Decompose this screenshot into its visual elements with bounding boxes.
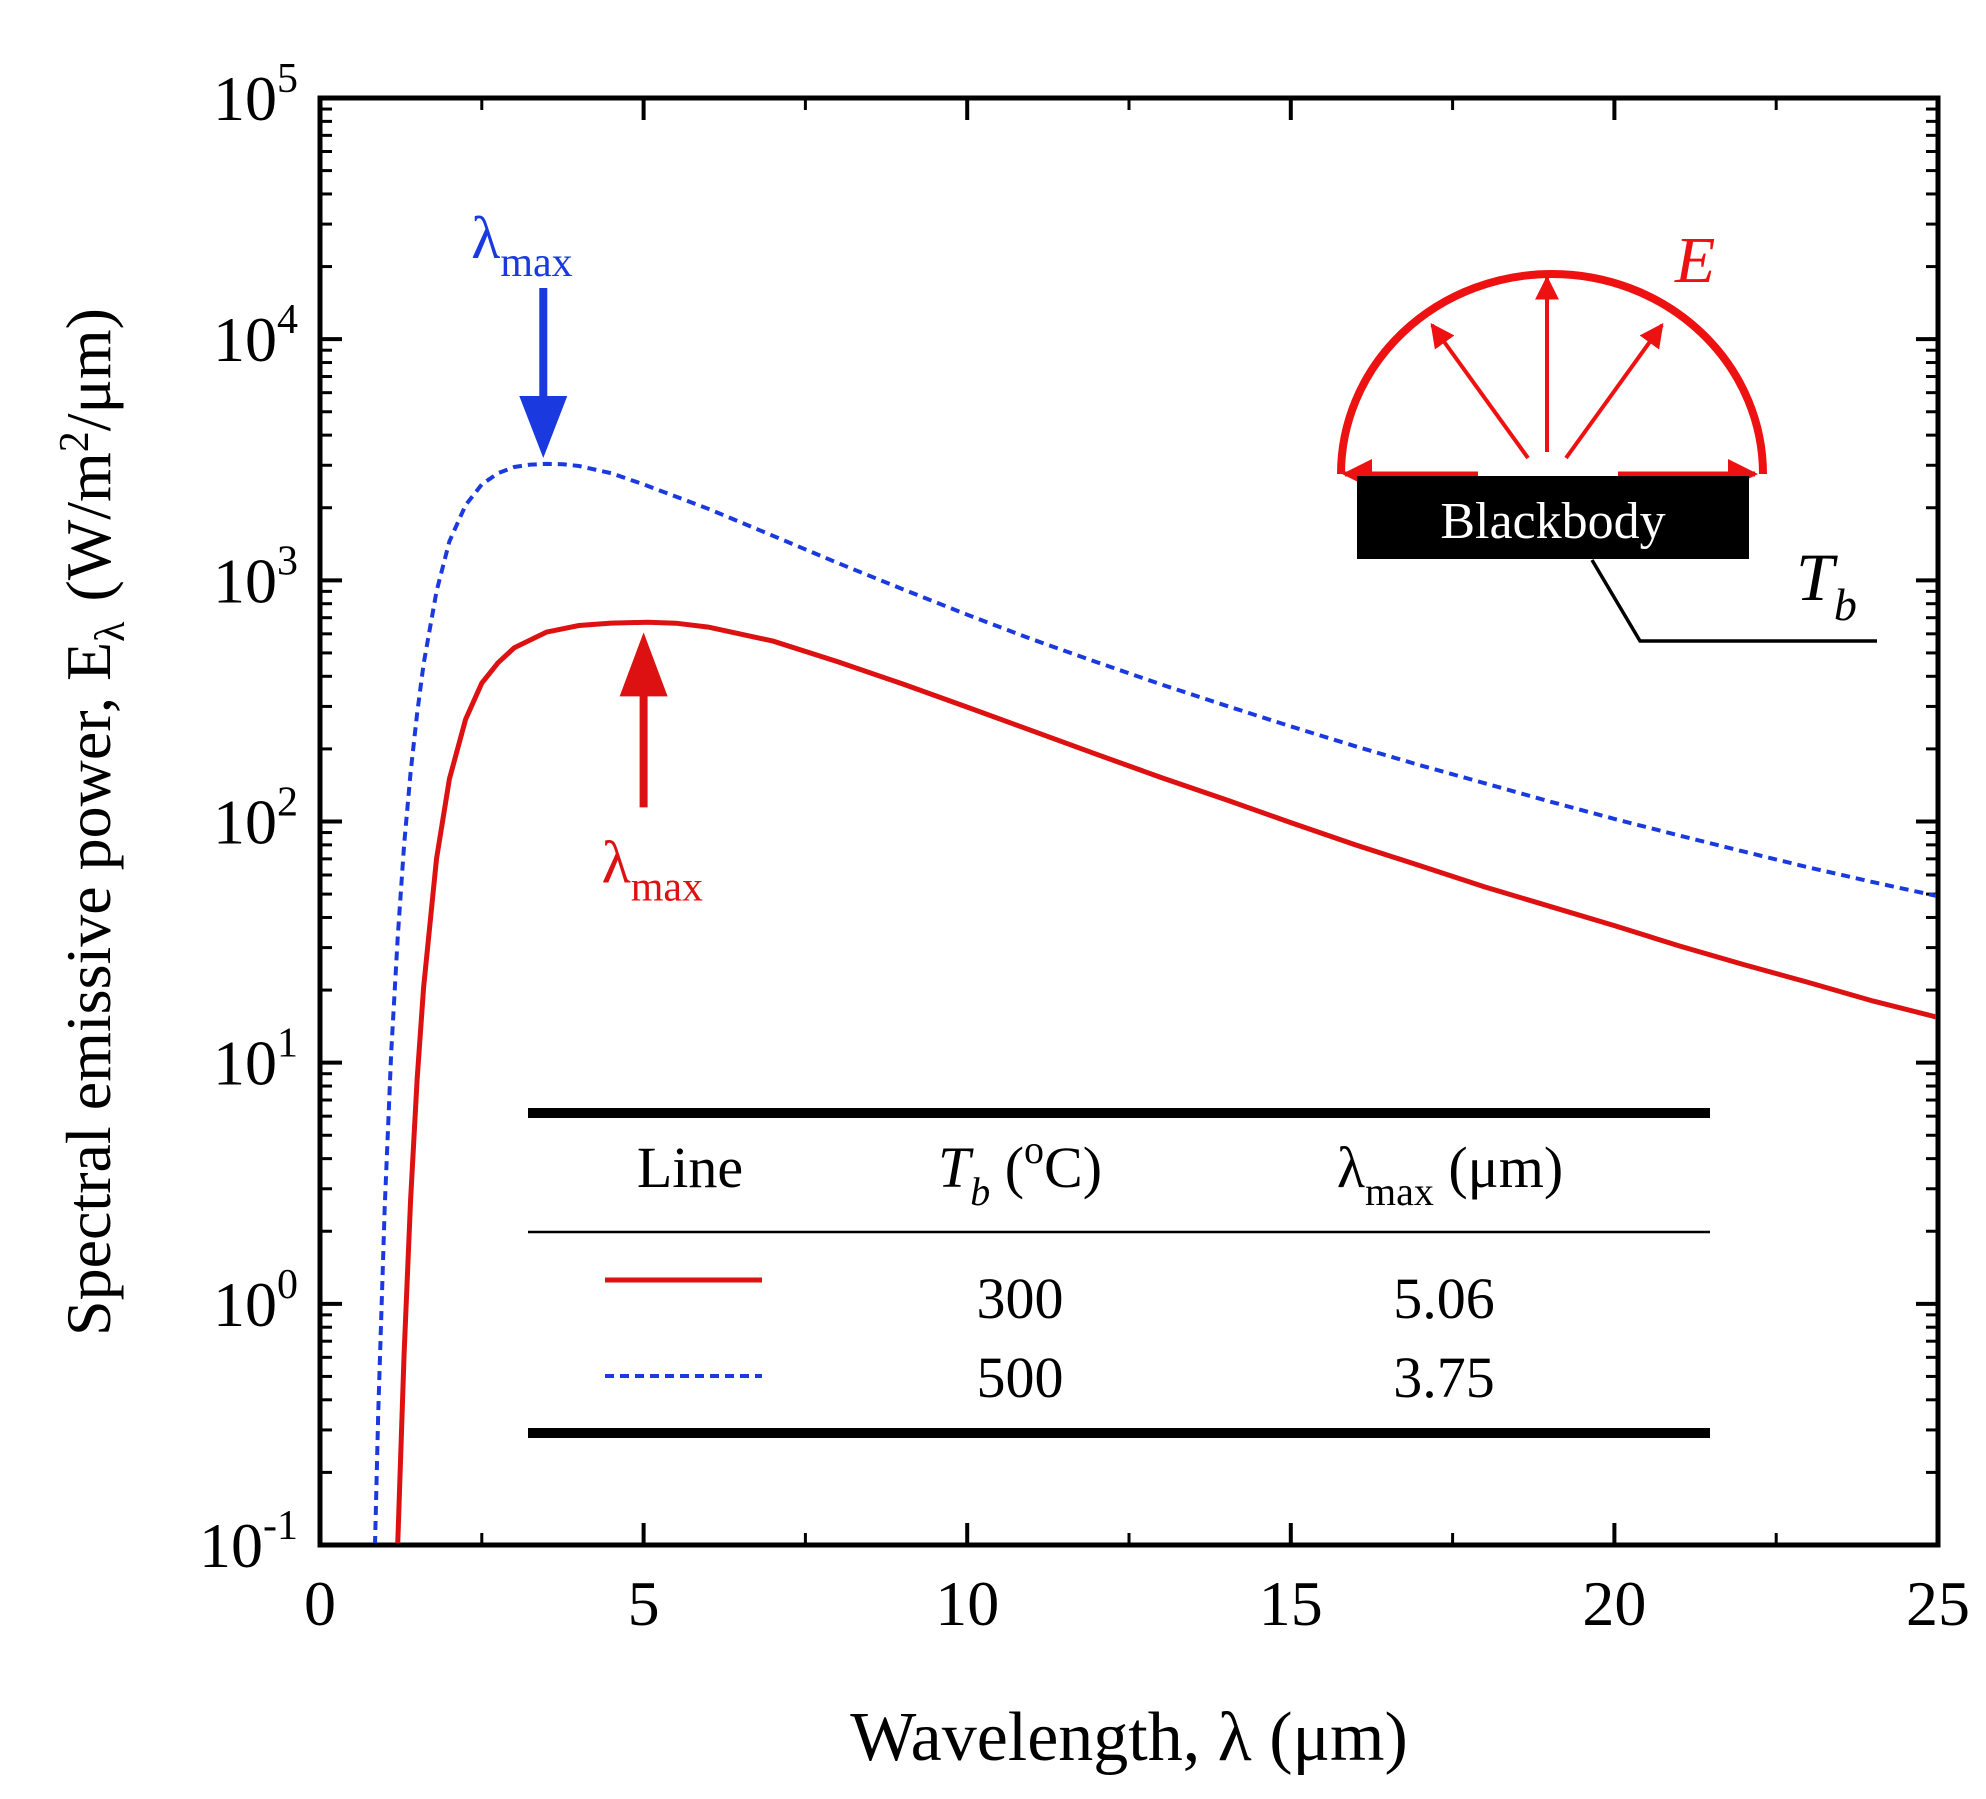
lambda-max-arrowhead-300 (619, 632, 668, 697)
legend-table: Line Tb (oC) λmax (μm) 300 5.06 500 3.75 (528, 1108, 1710, 1438)
y-tick-label: 10-1 (199, 1503, 298, 1581)
series-line-500 (373, 461, 1936, 1543)
lambda-max-annotation-500: λmax (471, 205, 573, 459)
legend-header-tb: Tb (oC) (938, 1127, 1102, 1214)
y-tick-label: 103 (213, 538, 298, 616)
lambda-max-label-300: λmax (602, 829, 703, 910)
emission-label: E (1674, 224, 1715, 297)
y-tick-labels: 10-1 100 101 102 103 104 105 (199, 56, 298, 1581)
temperature-leader-line (1590, 559, 1877, 643)
x-tick-label: 10 (935, 1568, 999, 1639)
lambda-max-arrowhead-500 (519, 396, 568, 459)
blackbody-inset-diagram: E Blackbody Tb (1337, 224, 1877, 643)
x-tick-labels: 0 5 10 15 20 25 (304, 1568, 1970, 1639)
blackbody-label: Blackbody (1440, 493, 1665, 550)
lambda-max-annotation-300: λmax (602, 632, 703, 910)
blackbody-body (1357, 476, 1749, 559)
y-tick-label: 104 (213, 297, 298, 375)
minor-ticks (320, 98, 1938, 1545)
legend-temp-300: 300 (977, 1266, 1064, 1331)
lambda-max-label-500: λmax (471, 205, 572, 286)
legend-temp-500: 500 (977, 1345, 1064, 1410)
legend-header-lambda: λmax (μm) (1337, 1135, 1563, 1214)
series-line-300 (395, 619, 1936, 1543)
temperature-label: Tb (1796, 539, 1857, 630)
legend-lambda-300: 5.06 (1393, 1266, 1495, 1331)
y-tick-label: 102 (213, 780, 298, 858)
y-tick-label: 100 (213, 1262, 298, 1340)
emission-ray-upleft (1430, 323, 1530, 460)
y-tick-label: 105 (213, 56, 298, 134)
y-axis-title: Spectral emissive power, Eλ(W/m2/μm) (52, 308, 134, 1336)
y-tick-label: 101 (213, 1021, 298, 1099)
x-tick-label: 5 (628, 1568, 660, 1639)
legend-header-line: Line (637, 1135, 743, 1200)
emission-hemisphere (1337, 270, 1767, 475)
x-axis-title: Wavelength, λ (μm) (850, 1699, 1408, 1776)
x-tick-label: 20 (1582, 1568, 1646, 1639)
legend-lambda-500: 3.75 (1393, 1345, 1495, 1410)
x-tick-label: 15 (1259, 1568, 1323, 1639)
emission-ray-upright (1564, 323, 1664, 460)
plot-frame (317, 95, 1941, 1548)
svg-text:Spectral emissive power, Eλ(W/: Spectral emissive power, Eλ(W/m2/μm) (52, 308, 134, 1336)
x-tick-label: 0 (304, 1568, 336, 1639)
x-tick-label: 25 (1906, 1568, 1970, 1639)
major-ticks (318, 96, 1940, 1547)
